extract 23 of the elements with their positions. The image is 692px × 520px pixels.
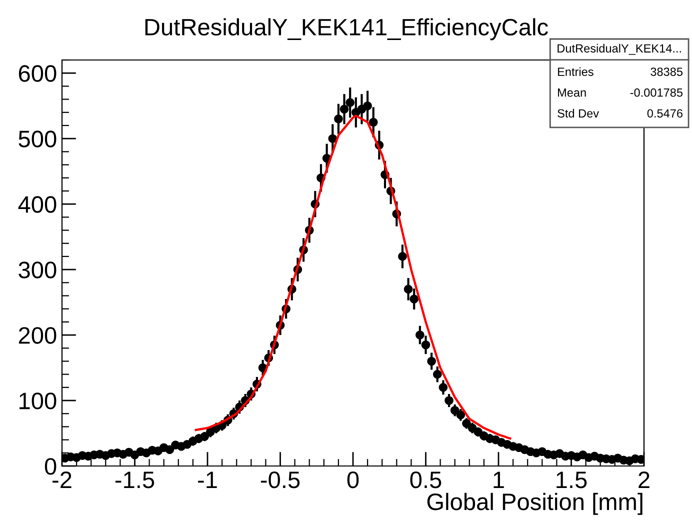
y-tick-label: 400: [18, 196, 56, 213]
y-tick-label: 100: [20, 392, 56, 410]
y-tick-label: 600: [18, 65, 56, 82]
x-tick-label: 1: [494, 472, 504, 488]
x-tick-label: 0.5: [410, 471, 442, 488]
text: 0.5476: [647, 109, 682, 118]
y-tick-label: 200: [18, 327, 56, 344]
x-tick-label: -1: [198, 472, 217, 488]
x-tick-label: -0.5: [260, 471, 300, 488]
text: 38385: [650, 68, 683, 76]
annotation: Std Dev: [558, 108, 600, 118]
annotation: Entries: [558, 67, 594, 76]
y-tick-label: 500: [18, 130, 56, 148]
x-tick-label: 2: [638, 471, 650, 488]
chart-title: DutResidualY_KEK141_EfficiencyCalc: [145, 18, 548, 40]
annotation: -0.001785: [630, 88, 683, 97]
y-tick-label: 300: [18, 262, 56, 278]
x-tick-label: -1.5: [115, 472, 154, 488]
annotation: Mean: [558, 88, 586, 97]
x-axis-title: Global Position [mm]: [427, 492, 642, 515]
x-tick-label: 1.5: [556, 472, 587, 488]
text: DutResidualY_KEK14...: [558, 44, 681, 55]
x-tick-label: 0: [347, 471, 359, 488]
